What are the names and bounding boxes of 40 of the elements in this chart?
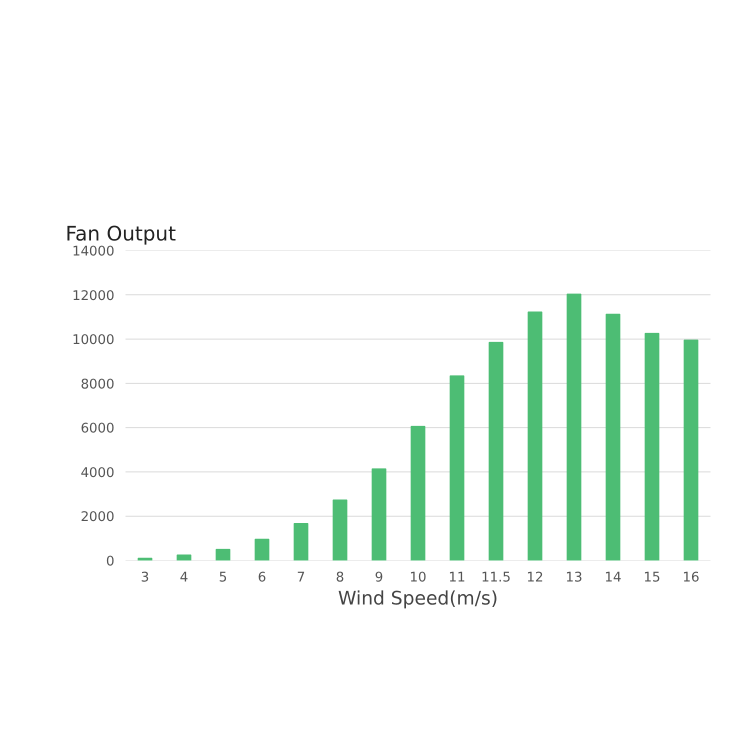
x-tick-label: 14 xyxy=(604,570,622,586)
x-tick-label: 12 xyxy=(526,570,544,586)
bar xyxy=(138,558,152,560)
bar xyxy=(254,538,270,560)
y-tick-label: 14000 xyxy=(72,244,115,260)
x-tick-label: 9 xyxy=(374,570,384,586)
chart-title: Fan Output xyxy=(66,222,176,246)
y-tick-label: 6000 xyxy=(80,422,115,437)
bar xyxy=(332,500,348,560)
y-tick-label: 12000 xyxy=(72,288,115,304)
bar xyxy=(488,342,504,560)
y-tick-label: 8000 xyxy=(80,377,115,392)
y-tick-label: 0 xyxy=(106,554,115,570)
bar xyxy=(216,548,230,560)
x-tick-label: 10 xyxy=(410,570,426,586)
x-tick-label: 16 xyxy=(682,570,700,586)
bar xyxy=(684,340,698,560)
y-tick-label: 10000 xyxy=(72,333,115,348)
x-tick-label: 4 xyxy=(180,570,188,586)
bar xyxy=(410,426,426,560)
x-tick-label: 13 xyxy=(566,570,582,586)
bar xyxy=(566,294,582,560)
y-tick-label: 2000 xyxy=(80,510,115,526)
x-tick-label: 11 xyxy=(448,570,466,586)
bar xyxy=(294,523,308,560)
bar xyxy=(176,554,192,560)
bar xyxy=(450,375,464,560)
x-axis-title: Wind Speed(m/s) xyxy=(338,588,498,610)
x-tick-label: 5 xyxy=(218,570,228,586)
bar xyxy=(606,314,620,560)
y-tick-label: 4000 xyxy=(80,466,115,481)
bar xyxy=(528,312,542,560)
x-tick-label: 6 xyxy=(258,570,266,586)
x-tick-label: 15 xyxy=(644,570,660,586)
x-tick-label: 11.5 xyxy=(481,570,511,586)
bar xyxy=(372,468,386,560)
x-tick-label: 7 xyxy=(296,570,306,586)
bar xyxy=(644,332,660,560)
x-tick-label: 8 xyxy=(336,570,344,586)
x-tick-label: 3 xyxy=(140,570,150,586)
